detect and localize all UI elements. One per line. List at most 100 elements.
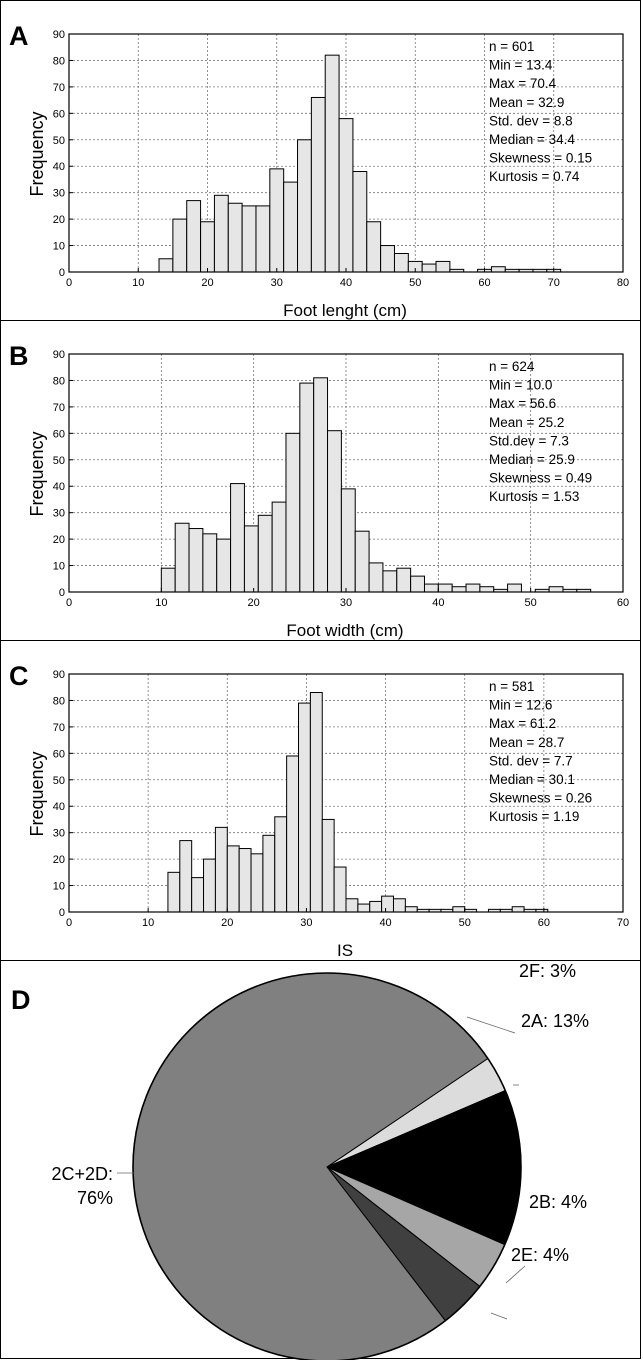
- histogram-bar: [203, 858, 216, 913]
- stat-line: n = 581: [489, 679, 534, 694]
- panel-letter-c: C: [9, 661, 29, 691]
- histogram-bar: [345, 898, 359, 913]
- stat-line: Median = 30.1: [489, 772, 575, 787]
- histogram-bar: [327, 430, 342, 593]
- histogram-panel-b: B Frequency Foot width (cm) 0 10 20 30 40 50 6…: [0, 320, 641, 641]
- histogram-bar: [321, 818, 335, 913]
- histogram-bar: [188, 528, 204, 593]
- summary-statistics: n = 601 Min = 13.4 Max = 70.4 Mean = 32.9 St…: [489, 39, 592, 184]
- histogram-bar: [269, 168, 285, 273]
- stat-line: n = 624: [489, 359, 535, 374]
- histogram-bar: [340, 488, 356, 593]
- x-tick-label: 50: [525, 597, 537, 609]
- pie-slice-label: 2E: 4%: [511, 1245, 569, 1265]
- histogram-bar: [393, 252, 409, 273]
- y-tick-label: 30: [53, 828, 65, 840]
- histogram-bar: [490, 266, 506, 273]
- x-tick-label: 30: [271, 277, 283, 289]
- y-tick-label: 0: [59, 587, 65, 599]
- y-tick-label: 40: [53, 161, 65, 173]
- histogram-bar: [179, 840, 193, 913]
- histogram-bar: [392, 898, 406, 913]
- stat-line: Min = 10.0: [489, 378, 552, 393]
- x-tick-label: 10: [142, 917, 154, 929]
- x-tick-label: 40: [379, 917, 391, 929]
- x-tick-label: 70: [617, 917, 629, 929]
- pie-panel-d: D 2F: 3% 2A: 13% 2B: 4% 2E: 4% 2C+2D: 76%: [0, 960, 641, 1360]
- y-tick-label: 10: [53, 561, 65, 573]
- histogram-bar: [382, 570, 398, 593]
- y-tick-label: 50: [53, 455, 65, 467]
- x-tick-label: 40: [432, 597, 444, 609]
- leader-line: [505, 1265, 526, 1284]
- plot-area: 0 10 20 30 40 50 60 70 0 10 20 30 40 50 60 70 80 90: [53, 669, 629, 929]
- x-tick-label: 20: [248, 597, 260, 609]
- stat-line: Skewness = 0.15: [489, 151, 592, 166]
- histogram-bar: [380, 245, 395, 273]
- histogram-bar: [421, 263, 437, 273]
- category-pie-chart: D 2F: 3% 2A: 13% 2B: 4% 2E: 4% 2C+2D: 76%: [11, 961, 589, 1360]
- x-tick-label: 50: [459, 917, 471, 929]
- stat-line: Min = 13.4: [489, 58, 553, 73]
- histogram-bar: [479, 586, 495, 593]
- y-tick-label: 90: [53, 29, 65, 41]
- summary-statistics: n = 581 Min = 12.6 Max = 61.2 Mean = 28.7 St…: [489, 679, 592, 824]
- histogram-bar: [548, 586, 564, 593]
- histogram-bar: [369, 900, 383, 913]
- histogram-bar: [158, 258, 174, 273]
- stat-line: Mean = 32.9: [489, 95, 564, 110]
- x-tick-label: 20: [201, 277, 213, 289]
- histogram-bar: [230, 483, 245, 593]
- y-tick-label: 40: [53, 481, 65, 493]
- stat-line: Kurtosis = 1.19: [489, 809, 579, 824]
- histogram-bar: [191, 877, 205, 913]
- histogram-bar: [271, 501, 287, 593]
- histogram-bar: [451, 586, 467, 593]
- y-axis-label-c: Frequency: [27, 751, 47, 836]
- x-tick-label: 20: [221, 917, 233, 929]
- stat-line: Min = 12.6: [489, 698, 552, 713]
- y-tick-label: 30: [53, 188, 65, 200]
- histogram-bar: [174, 522, 190, 593]
- pie-slice-label: 2A: 13%: [521, 1011, 589, 1031]
- histogram-bar: [186, 200, 202, 273]
- histogram-panel-a: A Frequency Foot lenght (cm) 0 10 20 30 40 50…: [0, 0, 641, 321]
- y-tick-label: 50: [53, 135, 65, 147]
- x-tick-label: 50: [409, 277, 421, 289]
- histogram-bar: [465, 583, 481, 593]
- stat-line: n = 601: [489, 39, 534, 54]
- stat-line: Std. dev = 8.8: [489, 113, 573, 128]
- stat-line: Std.dev = 7.3: [489, 433, 569, 448]
- histogram-bar: [452, 906, 466, 913]
- y-tick-label: 90: [53, 669, 65, 681]
- histogram-bar: [299, 382, 315, 593]
- foot-width-histogram: B Frequency Foot width (cm) 0 10 20 30 40 50 6…: [9, 341, 629, 640]
- pie-slice-label: 2C+2D:: [51, 1164, 113, 1184]
- histogram-bar: [435, 260, 451, 273]
- histogram-panel-c: C Frequency IS 0 10 20 30 40 50 60 70 0 10 20 30 40 5…: [0, 640, 641, 961]
- histogram-bar: [338, 118, 354, 273]
- histogram-bar: [274, 816, 288, 913]
- histogram-bar: [243, 525, 259, 593]
- plot-area: 0 10 20 30 40 50 60 0 10 20 30 40 50 60 70 80 90: [53, 349, 629, 609]
- x-tick-label: 0: [66, 917, 72, 929]
- x-tick-label: 30: [300, 917, 312, 929]
- y-tick-label: 0: [59, 907, 65, 919]
- y-tick-label: 20: [53, 534, 65, 546]
- stat-line: Std. dev = 7.7: [489, 753, 573, 768]
- histogram-bar: [309, 692, 323, 913]
- x-tick-label: 0: [66, 597, 72, 609]
- pie: [132, 972, 522, 1360]
- x-tick-label: 80: [617, 277, 629, 289]
- x-tick-label: 40: [340, 277, 352, 289]
- stat-line: Median = 25.9: [489, 452, 575, 467]
- stat-line: Max = 56.6: [489, 396, 556, 411]
- stat-line: Median = 34.4: [489, 132, 575, 147]
- y-tick-label: 70: [53, 722, 65, 734]
- histogram-bar: [404, 906, 418, 913]
- histogram-bar: [298, 702, 311, 913]
- histogram-bar: [423, 583, 439, 593]
- histogram-bar: [410, 575, 425, 593]
- pie-outline: [132, 972, 522, 1360]
